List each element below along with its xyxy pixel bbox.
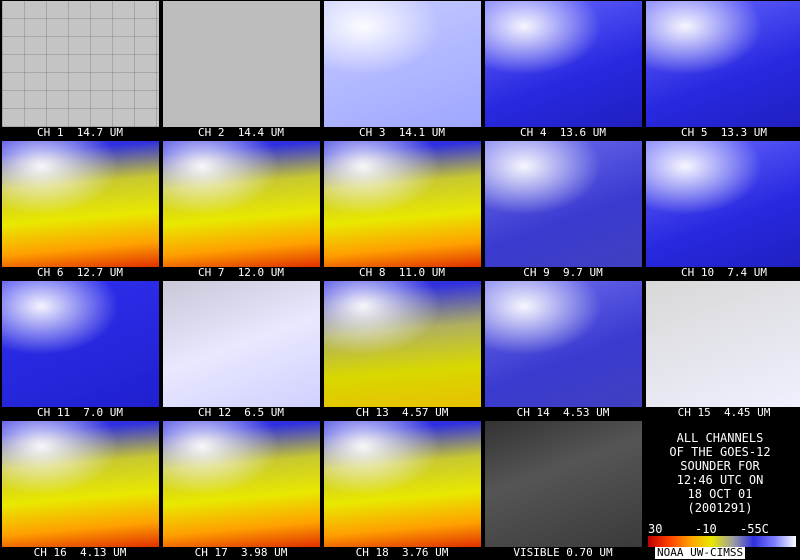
satellite-image — [2, 141, 159, 267]
satellite-image — [324, 421, 481, 547]
caption-line: ALL CHANNELS — [676, 431, 764, 445]
colorbar-label: -10 — [695, 522, 717, 536]
satellite-image — [163, 281, 320, 407]
channel-label: CH 5 13.3 UM — [680, 126, 768, 139]
channel-label: CH 13 4.57 UM — [355, 406, 449, 419]
satellite-image — [485, 421, 642, 547]
satellite-image — [485, 141, 642, 267]
caption-line: OF THE GOES-12 — [669, 445, 771, 459]
satellite-image — [2, 1, 159, 127]
colorbar-label: -55C — [740, 522, 769, 536]
colorbar-label: 30 — [648, 522, 663, 536]
channel-label: VISIBLE 0.70 UM — [513, 546, 613, 559]
satellite-image — [324, 141, 481, 267]
channel-label: CH 18 3.76 UM — [355, 546, 449, 559]
channel-label: CH 9 9.7 UM — [523, 266, 603, 279]
satellite-image — [646, 141, 800, 267]
channel-label: CH 1 14.7 UM — [36, 126, 124, 139]
colorbar — [648, 536, 796, 547]
channel-label: CH 16 4.13 UM — [33, 546, 127, 559]
channel-label: CH 17 3.98 UM — [194, 546, 288, 559]
satellite-image — [485, 281, 642, 407]
satellite-image — [646, 1, 800, 127]
channel-label: CH 7 12.0 UM — [197, 266, 285, 279]
satellite-image — [324, 281, 481, 407]
channel-label: CH 11 7.0 UM — [36, 406, 124, 419]
channel-label: CH 8 11.0 UM — [358, 266, 446, 279]
satellite-image — [163, 141, 320, 267]
caption-line: SOUNDER FOR — [680, 459, 760, 473]
channel-label: CH 6 12.7 UM — [36, 266, 124, 279]
channel-label: CH 10 7.4 UM — [680, 266, 768, 279]
satellite-image — [163, 421, 320, 547]
satellite-image — [485, 1, 642, 127]
channel-label: CH 3 14.1 UM — [358, 126, 446, 139]
satellite-image — [324, 1, 481, 127]
channel-label: CH 12 6.5 UM — [197, 406, 285, 419]
channel-label: CH 2 14.4 UM — [197, 126, 285, 139]
channel-label: CH 15 4.45 UM — [677, 406, 771, 419]
satellite-image — [163, 1, 320, 127]
satellite-image — [2, 281, 159, 407]
caption-line: 12:46 UTC ON — [676, 473, 764, 487]
channel-label: CH 4 13.6 UM — [519, 126, 607, 139]
credit: NOAA UW-CIMSS — [655, 546, 746, 559]
caption-line: (2001291) — [687, 501, 753, 515]
channel-label: CH 14 4.53 UM — [516, 406, 610, 419]
caption-line: 18 OCT 01 — [687, 487, 753, 501]
satellite-image — [646, 281, 800, 407]
satellite-image — [2, 421, 159, 547]
